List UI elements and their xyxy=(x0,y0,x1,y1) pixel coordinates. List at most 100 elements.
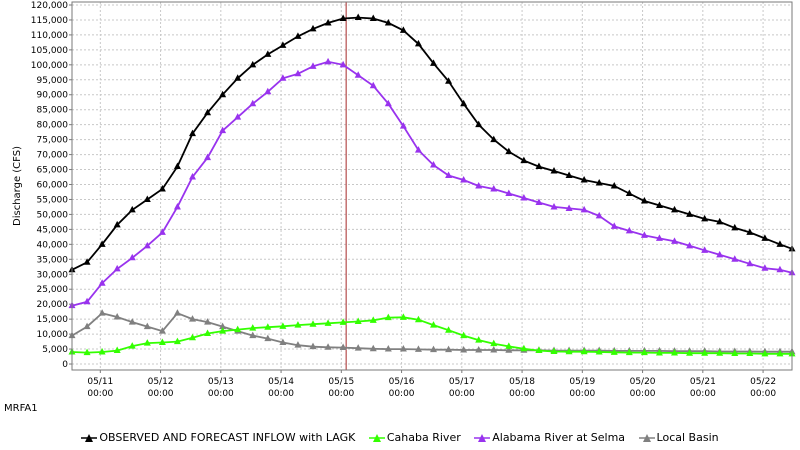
y-tick-label: 35,000 xyxy=(37,255,69,265)
x-axis-ticks: 05/11 00:00 05/12 00:00 05/13 00:00 05/14 00:00… xyxy=(87,370,776,399)
y-tick-label: 120,000 xyxy=(31,1,68,11)
data-point xyxy=(746,349,754,357)
data-point xyxy=(505,147,513,155)
data-point xyxy=(776,265,784,273)
data-point xyxy=(445,345,453,353)
data-point xyxy=(83,348,91,356)
y-tick-label: 10,000 xyxy=(37,330,69,340)
data-point xyxy=(204,108,212,116)
legend-label: OBSERVED AND FORECAST INFLOW with LAGK xyxy=(99,431,356,444)
data-point xyxy=(113,346,121,354)
data-point xyxy=(113,313,121,320)
x-tick-label-time: 00:00 xyxy=(690,389,716,399)
data-point xyxy=(354,71,362,78)
data-point xyxy=(430,345,438,353)
data-point xyxy=(625,226,633,234)
y-tick-label: 40,000 xyxy=(37,240,69,250)
data-point xyxy=(399,26,407,33)
data-point xyxy=(324,57,332,65)
data-point xyxy=(671,348,679,356)
data-point xyxy=(324,343,332,350)
x-tick-label-time: 00:00 xyxy=(208,389,234,399)
data-point xyxy=(354,13,362,21)
data-point xyxy=(430,59,438,66)
x-tick-label-date: 05/19 xyxy=(569,377,595,387)
data-point xyxy=(249,99,257,107)
data-point xyxy=(731,349,739,357)
x-tick-label-time: 00:00 xyxy=(630,389,656,399)
data-point xyxy=(399,345,407,352)
data-point xyxy=(565,204,573,211)
data-point xyxy=(294,341,302,348)
y-tick-label: 75,000 xyxy=(37,136,69,146)
data-point xyxy=(671,237,679,244)
data-point xyxy=(595,179,603,186)
data-point xyxy=(430,161,438,168)
data-point xyxy=(339,318,347,325)
data-point xyxy=(505,189,513,196)
data-point xyxy=(384,18,392,26)
data-point xyxy=(384,345,392,352)
data-point xyxy=(234,113,242,120)
data-point xyxy=(595,348,603,355)
data-point xyxy=(716,250,724,258)
data-point xyxy=(686,349,694,356)
data-point xyxy=(445,77,453,84)
data-point xyxy=(234,325,242,333)
x-tick-label-time: 00:00 xyxy=(389,389,415,399)
data-point xyxy=(520,156,528,164)
x-tick-label-date: 05/11 xyxy=(87,377,113,387)
legend-item-local: Local Basin xyxy=(638,431,719,444)
data-point xyxy=(655,201,663,208)
x-tick-label-date: 05/13 xyxy=(208,377,234,387)
data-point xyxy=(249,60,257,68)
data-point xyxy=(490,345,498,353)
y-tick-label: 85,000 xyxy=(37,106,69,116)
y-tick-label: 15,000 xyxy=(37,315,69,325)
data-point xyxy=(354,344,362,351)
data-point xyxy=(158,184,166,192)
data-point xyxy=(686,241,694,249)
data-point xyxy=(746,228,754,235)
x-tick-label-date: 05/15 xyxy=(328,377,354,387)
data-point xyxy=(490,184,498,192)
y-tick-label: 100,000 xyxy=(31,61,68,71)
data-point xyxy=(460,176,468,183)
data-point xyxy=(399,122,407,129)
series-alabama-river-at-selma xyxy=(68,57,796,309)
data-point xyxy=(128,205,136,213)
x-tick-label-date: 05/21 xyxy=(690,377,716,387)
data-point xyxy=(219,126,227,134)
y-tick-label: 55,000 xyxy=(37,195,69,205)
data-point xyxy=(460,99,468,107)
data-point xyxy=(158,327,166,334)
data-point xyxy=(580,347,588,355)
data-point xyxy=(580,205,588,213)
data-point xyxy=(98,348,106,355)
x-tick-label-time: 00:00 xyxy=(750,389,776,399)
data-point xyxy=(414,39,422,47)
data-point xyxy=(294,32,302,39)
data-point xyxy=(640,196,648,204)
data-point xyxy=(550,347,558,354)
data-point xyxy=(535,346,543,354)
data-point xyxy=(158,228,166,235)
legend: OBSERVED AND FORECAST INFLOW with LAGK C… xyxy=(0,431,800,444)
data-point xyxy=(189,315,197,322)
data-point xyxy=(173,309,181,316)
data-point xyxy=(309,62,317,69)
data-point xyxy=(309,24,317,32)
data-point xyxy=(249,324,257,331)
data-point xyxy=(686,210,694,217)
chart: 0 5,000 10,000 15,000 20,000 25,000 30,000 35,0… xyxy=(12,1,796,399)
data-point xyxy=(98,279,106,286)
data-point xyxy=(550,202,558,210)
data-point xyxy=(640,348,648,356)
legend-item-cahaba: Cahaba River xyxy=(368,431,461,444)
plot-border xyxy=(71,1,793,371)
y-tick-label: 45,000 xyxy=(37,225,69,235)
y-tick-label: 20,000 xyxy=(37,300,69,310)
x-tick-label-date: 05/18 xyxy=(509,377,535,387)
data-point xyxy=(309,320,317,327)
data-point xyxy=(143,322,151,330)
